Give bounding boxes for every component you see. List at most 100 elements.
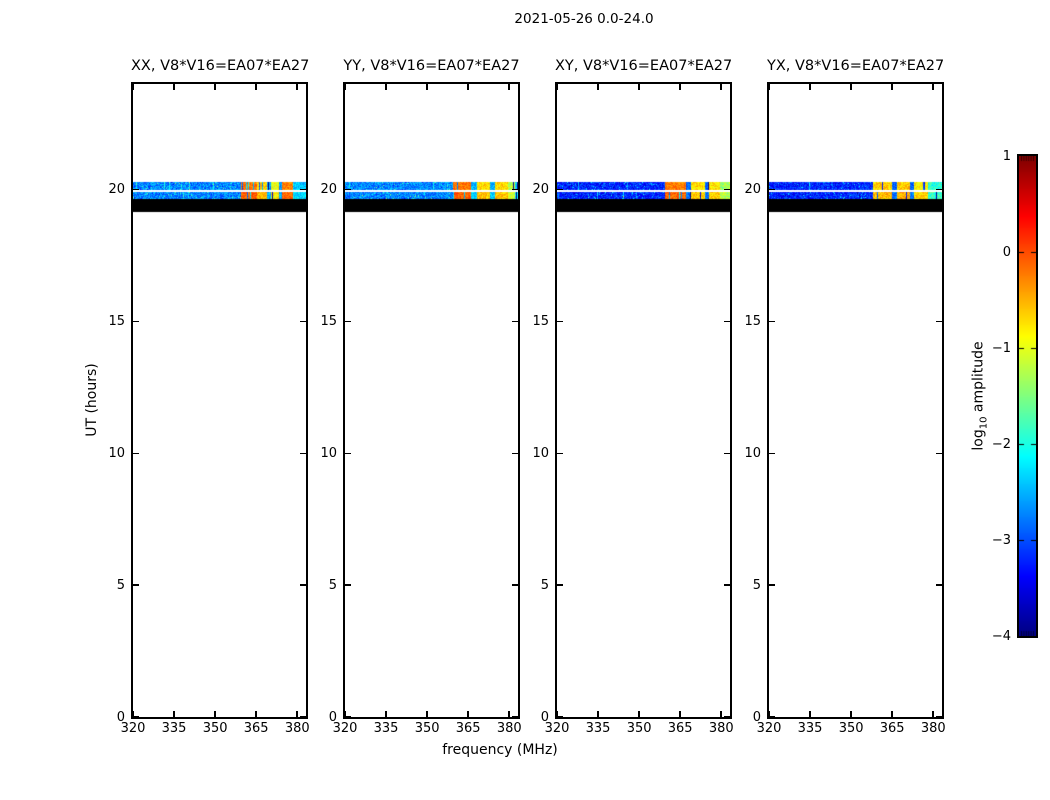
colorbar (1017, 154, 1038, 638)
panel-yy-heatmap-canvas (345, 84, 518, 717)
y-tick (512, 188, 518, 191)
x-tick-label: 335 (161, 721, 187, 736)
y-tick-label: 20 (744, 182, 761, 197)
y-tick-label: 5 (752, 577, 761, 593)
y-tick-label: 15 (744, 313, 761, 329)
x-tick (638, 711, 640, 717)
x-tick (255, 711, 257, 717)
x-tick-label: 335 (373, 721, 399, 736)
y-tick (769, 716, 775, 718)
x-tick (255, 84, 257, 90)
x-tick (214, 711, 216, 717)
panel-title-yy: YY, V8*V16=EA07*EA27 (343, 58, 520, 74)
x-tick-label: 320 (332, 721, 358, 736)
y-tick (300, 188, 306, 191)
x-tick-label: 380 (284, 721, 310, 736)
x-tick-label: 335 (797, 721, 823, 736)
x-tick (467, 711, 469, 717)
x-tick-label: 380 (708, 721, 734, 736)
y-tick-label: 20 (320, 182, 337, 197)
y-tick (512, 584, 518, 586)
x-tick (891, 711, 893, 717)
x-tick (720, 711, 722, 717)
x-tick-label: 380 (496, 721, 522, 736)
y-tick-label: 0 (116, 709, 125, 725)
y-tick-label: 15 (108, 313, 125, 329)
x-tick (173, 711, 175, 717)
x-tick-label: 320 (120, 721, 146, 736)
x-tick (850, 84, 852, 90)
x-tick-label: 365 (455, 721, 481, 736)
panel-xy-heatmap-canvas (557, 84, 730, 717)
panel-xx-heatmap-canvas (133, 84, 306, 717)
x-tick (891, 84, 893, 90)
x-axis-label: frequency (MHz) (442, 742, 558, 758)
y-tick (133, 716, 139, 718)
panel-title-xy: XY, V8*V16=EA07*EA27 (555, 58, 733, 74)
panel-title-yx: YX, V8*V16=EA07*EA27 (767, 58, 945, 74)
y-tick (300, 716, 306, 718)
x-tick (679, 711, 681, 717)
colorbar-tick-label: 1 (1002, 148, 1011, 164)
x-tick (385, 84, 387, 90)
x-tick-label: 320 (756, 721, 782, 736)
colorbar-label: log10 amplitude (971, 341, 990, 450)
y-tick (769, 584, 775, 586)
y-tick-label: 0 (328, 709, 337, 725)
figure-title: 2021-05-26 0.0-24.0 (514, 11, 654, 27)
y-axis-label: UT (hours) (84, 363, 100, 437)
y-tick (724, 452, 730, 454)
y-tick (557, 188, 563, 191)
panel-xx (131, 82, 308, 719)
y-tick (300, 584, 306, 586)
colorbar-label-sub: 10 (978, 416, 990, 430)
panel-xy (555, 82, 732, 719)
x-tick (508, 711, 510, 717)
y-tick (512, 452, 518, 454)
y-tick (133, 188, 139, 191)
y-tick (300, 320, 306, 323)
y-tick (769, 320, 775, 323)
y-tick (300, 452, 306, 454)
x-tick-label: 365 (243, 721, 269, 736)
x-tick-label: 320 (544, 721, 570, 736)
y-tick-label: 15 (532, 313, 549, 329)
x-tick-label: 335 (585, 721, 611, 736)
y-tick-label: 5 (540, 577, 549, 593)
y-tick (345, 452, 351, 454)
panel-yx-heatmap-canvas (769, 84, 942, 717)
x-tick-label: 365 (879, 721, 905, 736)
x-tick-label: 365 (667, 721, 693, 736)
panel-title-xx: XX, V8*V16=EA07*EA27 (131, 58, 310, 74)
x-tick (809, 711, 811, 717)
x-tick (426, 711, 428, 717)
x-tick (638, 84, 640, 90)
y-tick (936, 716, 942, 718)
colorbar-tick-label: −2 (991, 436, 1011, 452)
y-tick (769, 188, 775, 191)
x-tick-label: 350 (626, 721, 652, 736)
x-tick (768, 711, 770, 717)
y-tick (557, 584, 563, 586)
x-tick (679, 84, 681, 90)
y-tick (133, 320, 139, 323)
y-tick-label: 10 (532, 445, 549, 461)
x-tick (809, 84, 811, 90)
y-tick (724, 716, 730, 718)
y-tick-label: 20 (108, 182, 125, 197)
x-tick (932, 84, 934, 90)
x-tick (385, 711, 387, 717)
x-tick (132, 711, 134, 717)
x-tick (597, 711, 599, 717)
y-tick-label: 0 (752, 709, 761, 725)
panel-yy (343, 82, 520, 719)
y-tick-label: 5 (328, 577, 337, 593)
x-tick (296, 84, 298, 90)
x-tick (720, 84, 722, 90)
y-tick (345, 716, 351, 718)
y-tick-label: 15 (320, 313, 337, 329)
y-tick (557, 452, 563, 454)
y-tick (936, 320, 942, 323)
colorbar-gradient-canvas (1019, 156, 1036, 636)
